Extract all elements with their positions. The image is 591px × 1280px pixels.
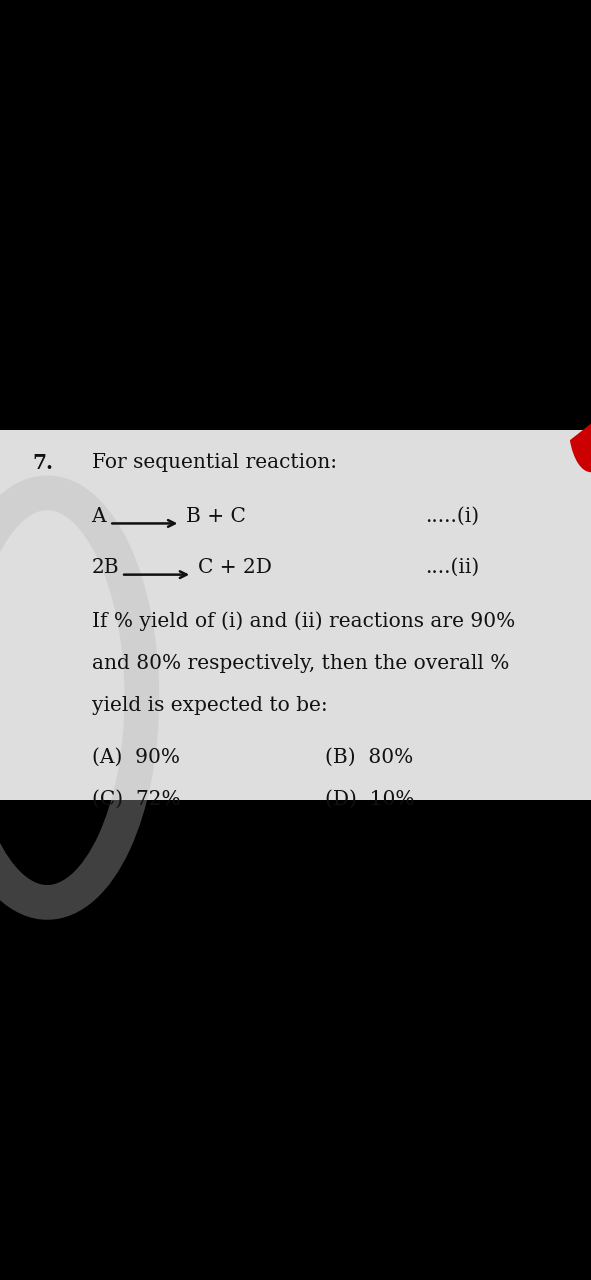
Text: .....(i): .....(i) — [426, 507, 480, 526]
Text: C + 2D: C + 2D — [198, 558, 272, 577]
Text: ....(ii): ....(ii) — [426, 558, 480, 577]
Text: yield is expected to be:: yield is expected to be: — [92, 696, 327, 716]
Text: If % yield of (i) and (ii) reactions are 90%: If % yield of (i) and (ii) reactions are… — [92, 612, 515, 631]
Text: (C)  72%: (C) 72% — [92, 790, 180, 809]
Text: (D)  10%: (D) 10% — [325, 790, 414, 809]
Text: (A)  90%: (A) 90% — [92, 748, 180, 767]
Text: For sequential reaction:: For sequential reaction: — [92, 453, 337, 472]
FancyBboxPatch shape — [0, 430, 591, 800]
Text: 7.: 7. — [33, 453, 54, 474]
Text: B + C: B + C — [186, 507, 246, 526]
Wedge shape — [570, 424, 591, 472]
Text: and 80% respectively, then the overall %: and 80% respectively, then the overall % — [92, 654, 509, 673]
Text: 2B: 2B — [92, 558, 119, 577]
Text: (B)  80%: (B) 80% — [325, 748, 413, 767]
Text: A: A — [92, 507, 106, 526]
